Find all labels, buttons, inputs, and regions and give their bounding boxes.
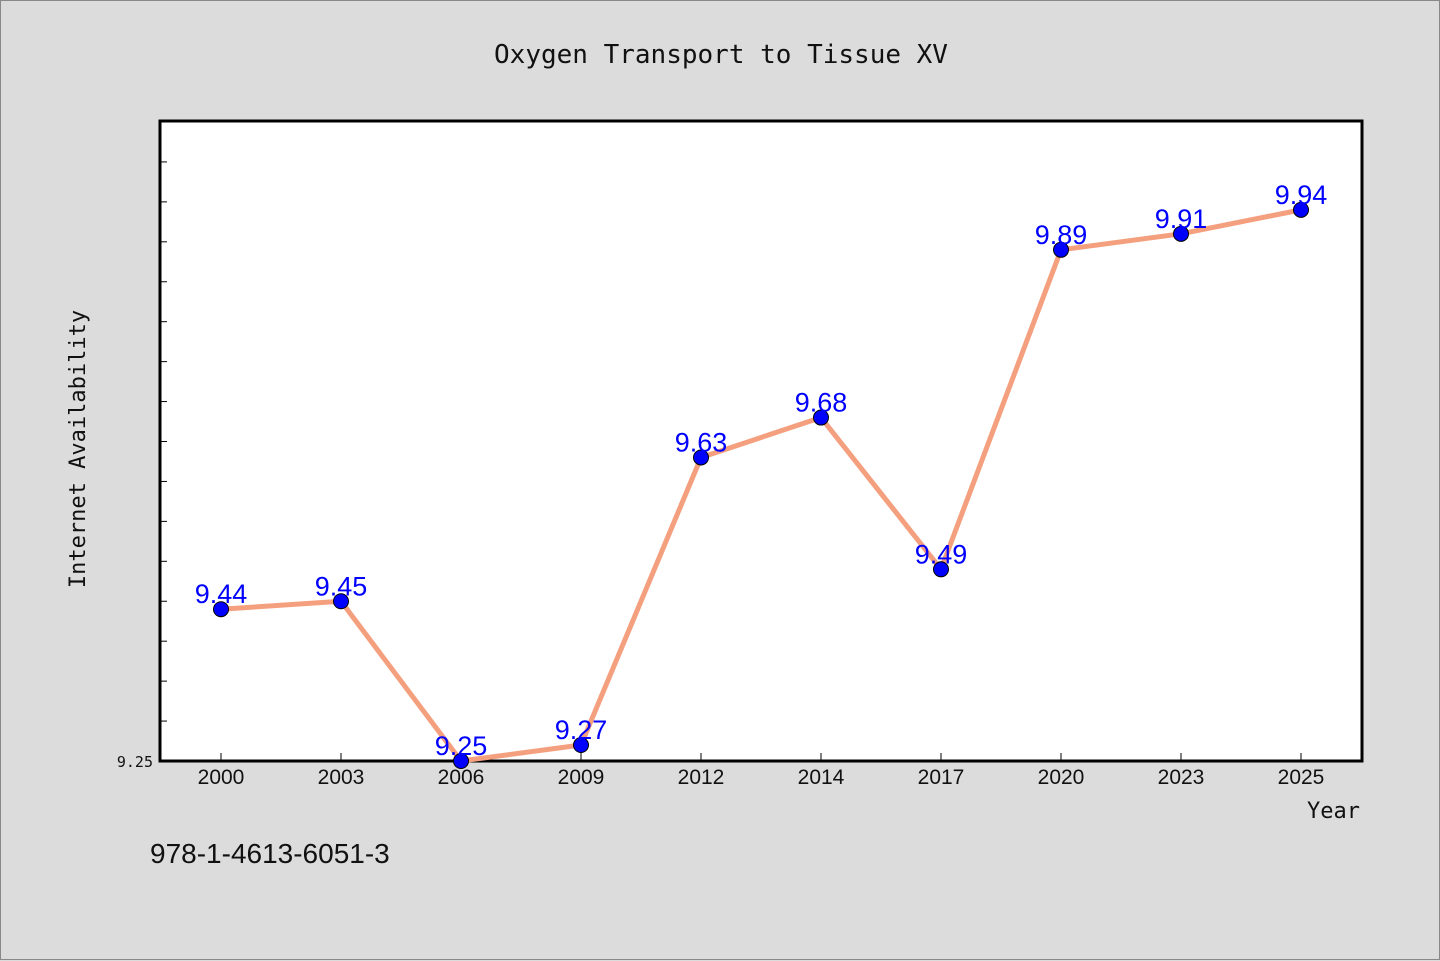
plot-area [158, 119, 1364, 763]
data-point [1293, 201, 1309, 218]
data-point [213, 601, 229, 618]
data-label: 9.91 [1155, 204, 1208, 234]
data-labels-layer: 9.44 9.45 9.25 9.27 9.63 9.68 9.49 9.89 9.91 9.94 [195, 180, 1328, 761]
x-tick-label: 2006 [438, 766, 485, 789]
data-label: 9.94 [1275, 180, 1328, 210]
y-axis-label: Internet Availability [66, 310, 91, 588]
data-point [453, 753, 469, 769]
isbn-text: 978-1-4613-6051-3 [150, 838, 390, 869]
y-axis-ticks: 9.25 [117, 121, 167, 771]
data-label: 9.89 [1035, 220, 1088, 250]
data-point [333, 593, 349, 610]
x-tick-label: 2014 [798, 766, 845, 789]
x-tick-label: 2000 [198, 766, 245, 789]
data-label: 9.68 [795, 388, 848, 418]
x-tick-label: 2009 [558, 766, 605, 789]
data-point [1053, 241, 1069, 258]
data-label: 9.63 [675, 427, 728, 457]
y-tick-label: 9.25 [117, 753, 153, 771]
data-label: 9.25 [435, 731, 488, 761]
data-point [813, 409, 829, 426]
data-point [1173, 225, 1189, 242]
x-tick-label: 2020 [1038, 766, 1085, 789]
x-tick-label: 2025 [1278, 766, 1325, 789]
series-layer [213, 201, 1309, 769]
x-axis-label: Year [1307, 799, 1360, 824]
data-label: 9.44 [195, 579, 248, 609]
x-tick-label: 2003 [318, 766, 365, 789]
x-tick-label: 2017 [918, 766, 965, 789]
data-point [693, 449, 709, 466]
data-label: 9.45 [315, 571, 368, 601]
x-axis-ticks: 2000 2003 2006 2009 2012 2014 2017 2020 2023 2025 [198, 753, 1325, 789]
data-label: 9.49 [915, 539, 968, 569]
data-point [933, 561, 949, 578]
data-label: 9.27 [555, 715, 608, 745]
series-line [220, 207, 1302, 764]
x-tick-label: 2023 [1158, 766, 1205, 789]
chart-title: Oxygen Transport to Tissue XV [494, 40, 948, 70]
data-point [573, 737, 589, 754]
x-tick-label: 2012 [678, 766, 725, 789]
